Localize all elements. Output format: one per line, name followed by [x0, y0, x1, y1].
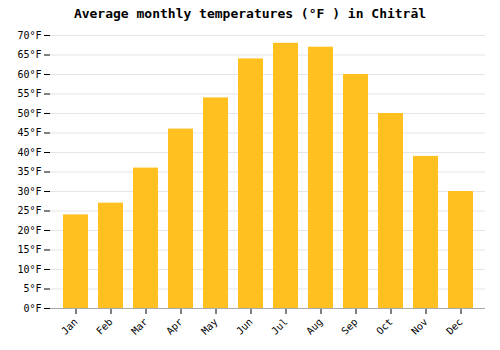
svg-text:Feb: Feb	[94, 316, 115, 337]
svg-text:10°F: 10°F	[17, 264, 41, 275]
svg-text:Nov: Nov	[409, 316, 430, 337]
svg-text:Sep: Sep	[339, 316, 360, 337]
svg-text:30°F: 30°F	[17, 186, 41, 197]
svg-text:65°F: 65°F	[17, 49, 41, 60]
svg-text:Aug: Aug	[304, 316, 325, 337]
svg-text:Dec: Dec	[444, 316, 465, 337]
svg-text:Apr: Apr	[164, 316, 185, 337]
svg-text:Jan: Jan	[59, 316, 80, 337]
svg-text:Mar: Mar	[129, 316, 150, 337]
svg-text:Oct: Oct	[374, 316, 395, 337]
svg-text:Jun: Jun	[234, 316, 255, 337]
svg-text:45°F: 45°F	[17, 127, 41, 138]
svg-text:25°F: 25°F	[17, 205, 41, 216]
svg-text:40°F: 40°F	[17, 147, 41, 158]
svg-text:70°F: 70°F	[17, 30, 41, 41]
html-text:Average monthly temperatures (: Average monthly temperatures (°F ) in Ch…	[73, 6, 427, 21]
svg-text:Jul: Jul	[269, 316, 290, 337]
svg-text:60°F: 60°F	[17, 69, 41, 80]
svg-text:0°F: 0°F	[23, 303, 41, 314]
svg-text:15°F: 15°F	[17, 244, 41, 255]
svg-text:May: May	[199, 316, 220, 337]
svg-text:50°F: 50°F	[17, 108, 41, 119]
svg-text:20°F: 20°F	[17, 225, 41, 236]
svg-text:35°F: 35°F	[17, 166, 41, 177]
svg-text:5°F: 5°F	[23, 283, 41, 294]
svg-text:55°F: 55°F	[17, 88, 41, 99]
